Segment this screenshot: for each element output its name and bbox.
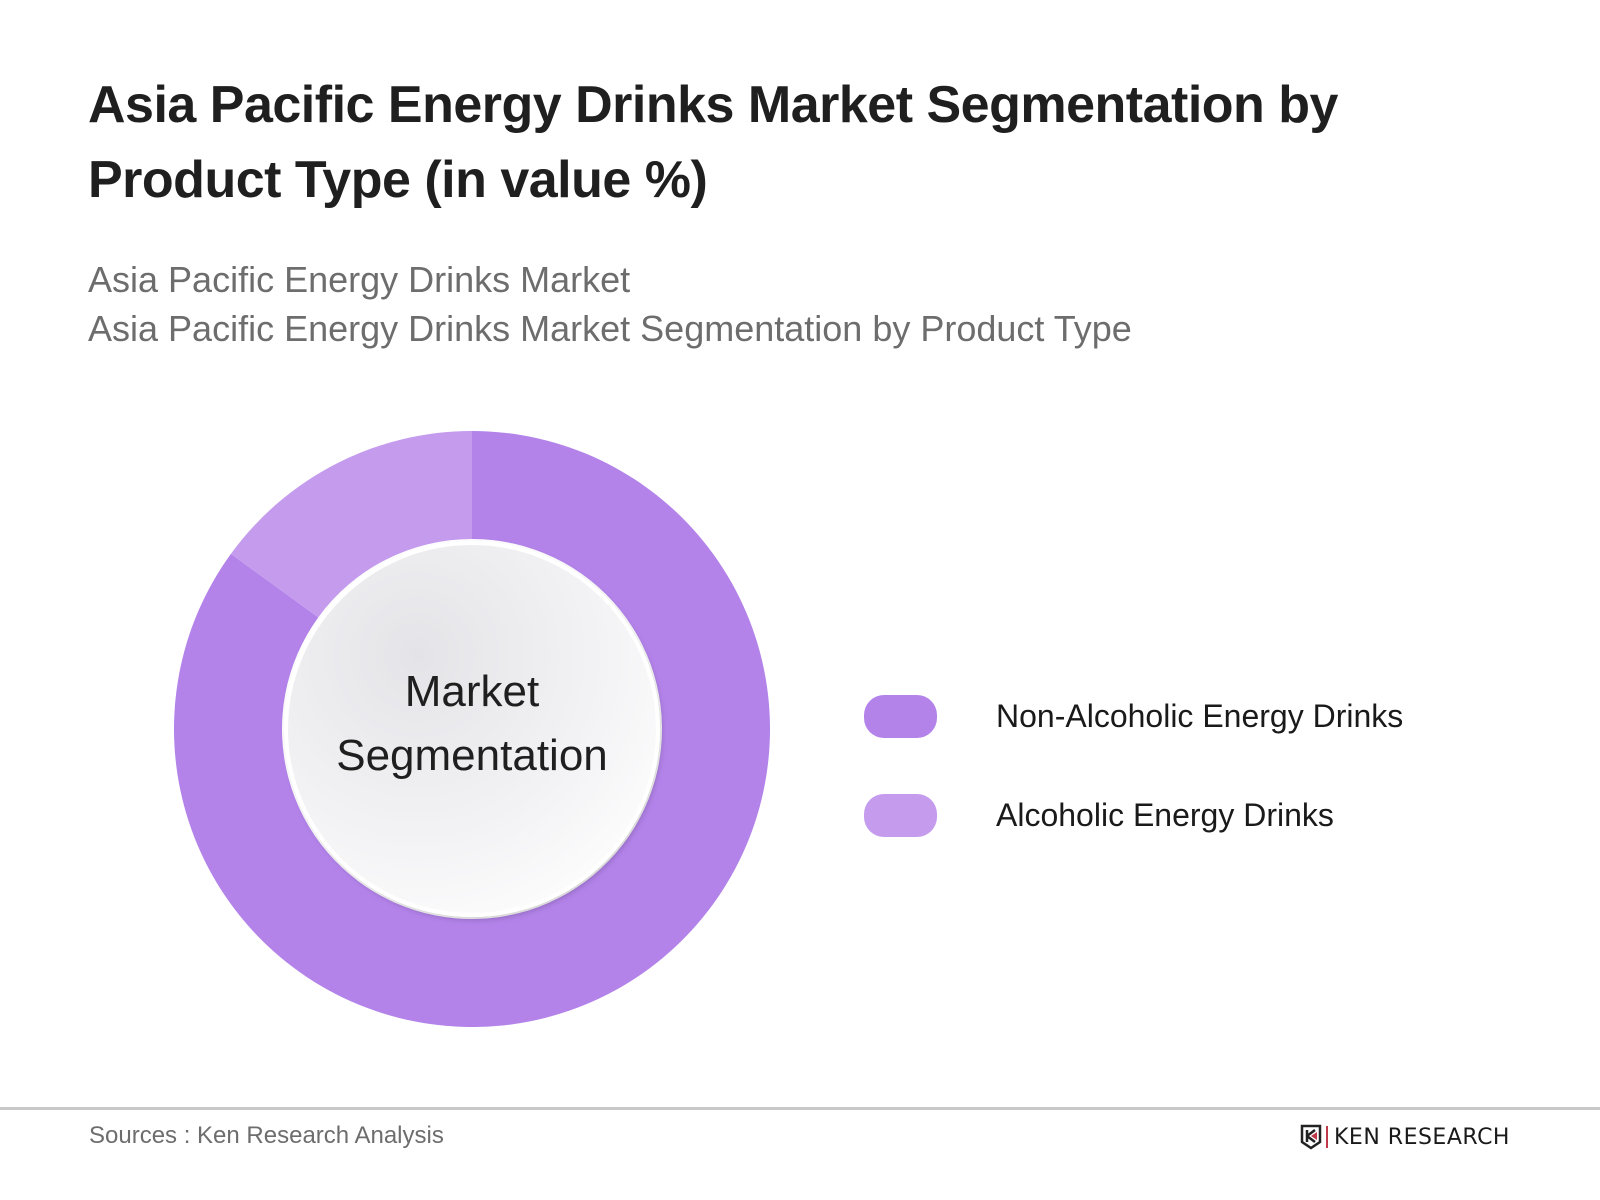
chart-subtitle: Asia Pacific Energy Drinks Market Asia P… — [88, 255, 1488, 353]
donut-segments — [173, 431, 771, 1027]
chart-title: Asia Pacific Energy Drinks Market Segmen… — [88, 76, 1338, 209]
subtitle-line-2: Asia Pacific Energy Drinks Market Segmen… — [88, 308, 1132, 349]
footer-divider — [0, 1107, 1600, 1110]
center-label-line-1: Market — [404, 667, 540, 716]
donut-segment-alcoholic — [230, 431, 472, 618]
brand-logo: KEN RESEARCH — [1300, 1124, 1510, 1150]
source-note: Sources : Ken Research Analysis — [89, 1122, 444, 1149]
legend-label-alcoholic: Alcoholic Energy Drinks — [996, 797, 1334, 833]
subtitle-line-1: Asia Pacific Energy Drinks Market — [88, 259, 631, 300]
center-disc — [288, 545, 656, 913]
ken-research-logo-icon — [1300, 1124, 1322, 1150]
donut-segment-non-alcoholic — [173, 431, 771, 1027]
brand-separator — [1326, 1126, 1328, 1148]
center-label-line-2: Segmentation — [336, 731, 608, 780]
legend-swatch-non-alcoholic — [864, 695, 937, 738]
legend-swatch-alcoholic — [864, 794, 937, 837]
donut-chart — [173, 431, 771, 1027]
brand-name: KEN RESEARCH — [1334, 1124, 1510, 1150]
legend-label-non-alcoholic: Non-Alcoholic Energy Drinks — [996, 698, 1404, 734]
center-label: Market Segmentation — [322, 660, 622, 788]
